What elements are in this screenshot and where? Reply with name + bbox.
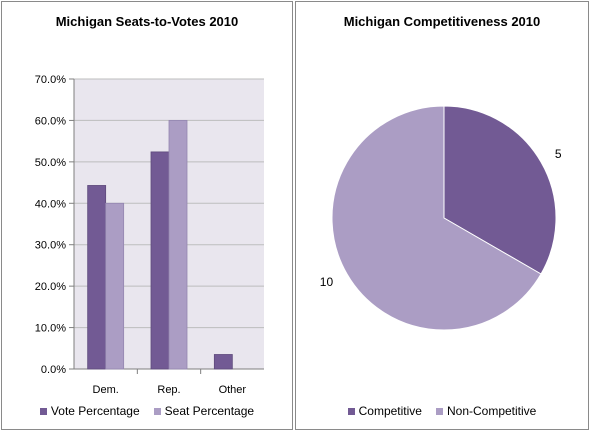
y-tick-label: 40.0% bbox=[35, 198, 66, 210]
y-tick-label: 0.0% bbox=[41, 364, 66, 376]
bar-vote-rep bbox=[150, 151, 170, 370]
pie-chart: 5 10 bbox=[320, 105, 562, 331]
pie-slice-non-competitive bbox=[331, 105, 542, 331]
legend-swatch-competitive bbox=[347, 407, 355, 415]
pie-data-label: 10 bbox=[320, 275, 334, 289]
legend-item-seat: Seat Percentage bbox=[153, 404, 255, 418]
x-tick-label: Other bbox=[219, 384, 247, 396]
pie-slice-competitive bbox=[443, 105, 557, 275]
chart-title: Michigan Seats-to-Votes 2010 bbox=[55, 14, 239, 29]
legend-swatch-vote bbox=[39, 407, 47, 415]
legend-swatch-seat bbox=[153, 407, 161, 415]
legend-label-competitive: Competitive bbox=[358, 404, 422, 418]
y-tick-label: 60.0% bbox=[35, 115, 66, 127]
bar-chart: 0.0% 10.0% 20.0% 30.0% 40.0% 50.0% 60.0% 70.0% D… bbox=[35, 74, 264, 396]
legend-item-competitive: Competitive bbox=[347, 404, 422, 418]
chart-title: Michigan Competitiveness 2010 bbox=[343, 14, 541, 29]
legend-label-vote: Vote Percentage bbox=[50, 404, 140, 418]
legend-item-noncompetitive: Non-Competitive bbox=[435, 404, 537, 418]
y-tick-label: 20.0% bbox=[35, 281, 66, 293]
x-tick-label: Rep. bbox=[157, 384, 180, 396]
legend-swatch-noncompetitive bbox=[435, 407, 443, 415]
bar-seat-rep bbox=[168, 120, 188, 370]
seats-votes-chart-panel: Michigan Seats-to-Votes 2010 0.0% 10.0% 20… bbox=[1, 1, 293, 430]
pie-legend: Competitive Non-Competitive bbox=[296, 404, 588, 418]
bar-vote-dem bbox=[87, 185, 107, 370]
pie-data-label: 5 bbox=[555, 147, 562, 161]
x-tick-label: Dem. bbox=[93, 384, 119, 396]
y-tick-label: 50.0% bbox=[35, 157, 66, 169]
bar-vote-other bbox=[213, 354, 233, 370]
bar-seat-dem bbox=[105, 202, 125, 370]
y-tick-label: 30.0% bbox=[35, 240, 66, 252]
legend-label-seat: Seat Percentage bbox=[164, 404, 255, 418]
bar-legend: Vote Percentage Seat Percentage bbox=[2, 404, 292, 418]
y-tick-label: 70.0% bbox=[35, 74, 66, 86]
competitiveness-chart-panel: Michigan Competitiveness 2010 5 10 Compet… bbox=[295, 1, 589, 430]
y-tick-label: 10.0% bbox=[35, 323, 66, 335]
legend-item-vote: Vote Percentage bbox=[39, 404, 140, 418]
legend-label-noncompetitive: Non-Competitive bbox=[446, 404, 537, 418]
